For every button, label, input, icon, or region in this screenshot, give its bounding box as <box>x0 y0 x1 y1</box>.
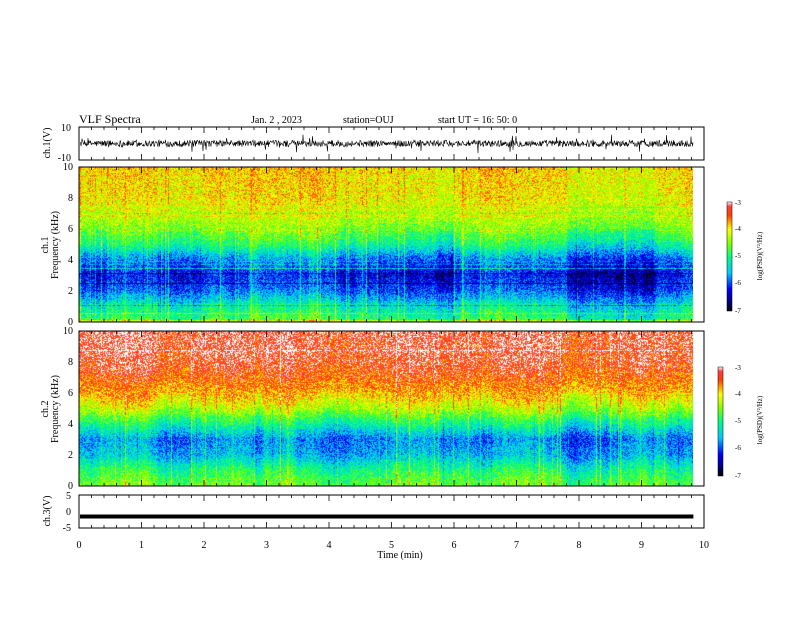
ch2-ytick-2: 2 <box>68 450 73 461</box>
x-tick-label: 9 <box>639 540 644 551</box>
time-axis-label: Time (min) <box>377 550 422 561</box>
ch3-waveform-ticks <box>79 495 704 528</box>
ch2-ytick-4: 4 <box>68 419 73 430</box>
ch2-ytick-10: 10 <box>63 326 73 337</box>
ch1-cbar-label: log(PSD)(V²/Hz) <box>756 231 764 280</box>
date-label: Jan. 2 , 2023 <box>251 115 302 126</box>
ch2-ytick-8: 8 <box>68 357 73 368</box>
ch1-cbar-tick-4: -4 <box>735 225 741 233</box>
ch2-ytick-6: 6 <box>68 388 73 399</box>
ch1-colorbar <box>727 202 732 311</box>
ch2-cbar-tick-7: -7 <box>735 472 741 480</box>
ch3-ytick-top: 5 <box>66 491 71 502</box>
ch1-ytick-2: 2 <box>68 286 73 297</box>
ch2-colorbar <box>718 367 723 476</box>
start-time-label: start UT = 16: 50: 0 <box>438 115 517 126</box>
x-tick-label: 3 <box>264 540 269 551</box>
ch1-ytick-10: 10 <box>63 162 73 173</box>
ch1-ytick-4: 4 <box>68 255 73 266</box>
ch2-cbar-tick-5: -5 <box>735 417 741 425</box>
ch1-cbar-tick-5: -5 <box>735 252 741 260</box>
x-tick-label: 7 <box>514 540 519 551</box>
ch2-spectrogram-panel: 0 2 4 6 8 10 ch.2 Frequency (kHz) -3 -4 … <box>40 326 764 492</box>
ch3-ylabel: ch.3(V) <box>42 496 53 527</box>
x-tick-label: 6 <box>452 540 457 551</box>
ch1-spectrogram-image <box>79 167 693 322</box>
ch1-cbar-tick-3: -3 <box>735 199 741 207</box>
x-tick-label: 10 <box>699 540 709 551</box>
station-label: station=OUJ <box>343 115 394 126</box>
ch2-cbar-label: log(PSD)(V²/Hz) <box>756 395 764 444</box>
ch1-cbar-tick-6: -6 <box>735 279 741 287</box>
ch2-spectrogram-image <box>79 331 693 486</box>
ch2-frequency-label: Frequency (kHz) <box>50 375 61 443</box>
ch2-cbar-tick-4: -4 <box>735 390 741 398</box>
ch1-ytick-8: 8 <box>68 193 73 204</box>
ch1-waveform-trace <box>80 135 693 153</box>
ch1-ytick-top: 10 <box>61 123 71 134</box>
ch1-cbar-tick-7: -7 <box>735 307 741 315</box>
x-tick-label: 8 <box>577 540 582 551</box>
ch1-waveform-panel: 10 -10 ch.1(V) <box>42 123 704 164</box>
ch3-ytick-mid: 0 <box>66 507 71 518</box>
ch1-frequency-label: Frequency (kHz) <box>50 211 61 279</box>
figure-title: VLF Spectra <box>79 112 141 126</box>
ch2-cbar-tick-6: -6 <box>735 444 741 452</box>
x-tick-label: 4 <box>327 540 332 551</box>
ch3-ytick-bottom: -5 <box>63 523 71 534</box>
ch1-ylabel: ch.1(V) <box>42 128 53 159</box>
ch2-cbar-tick-3: -3 <box>735 364 741 372</box>
x-tick-label: 0 <box>77 540 82 551</box>
x-tick-label: 2 <box>202 540 207 551</box>
ch1-spectrogram-panel: 0 2 4 6 8 10 ch.1 Frequency (kHz) -3 -4 … <box>40 162 764 328</box>
x-tick-label: 1 <box>139 540 144 551</box>
ch1-ytick-6: 6 <box>68 224 73 235</box>
ch3-waveform-panel: 5 0 -5 ch.3(V) 0 1 2 3 4 5 6 7 8 9 10 Time (min) <box>42 491 709 561</box>
